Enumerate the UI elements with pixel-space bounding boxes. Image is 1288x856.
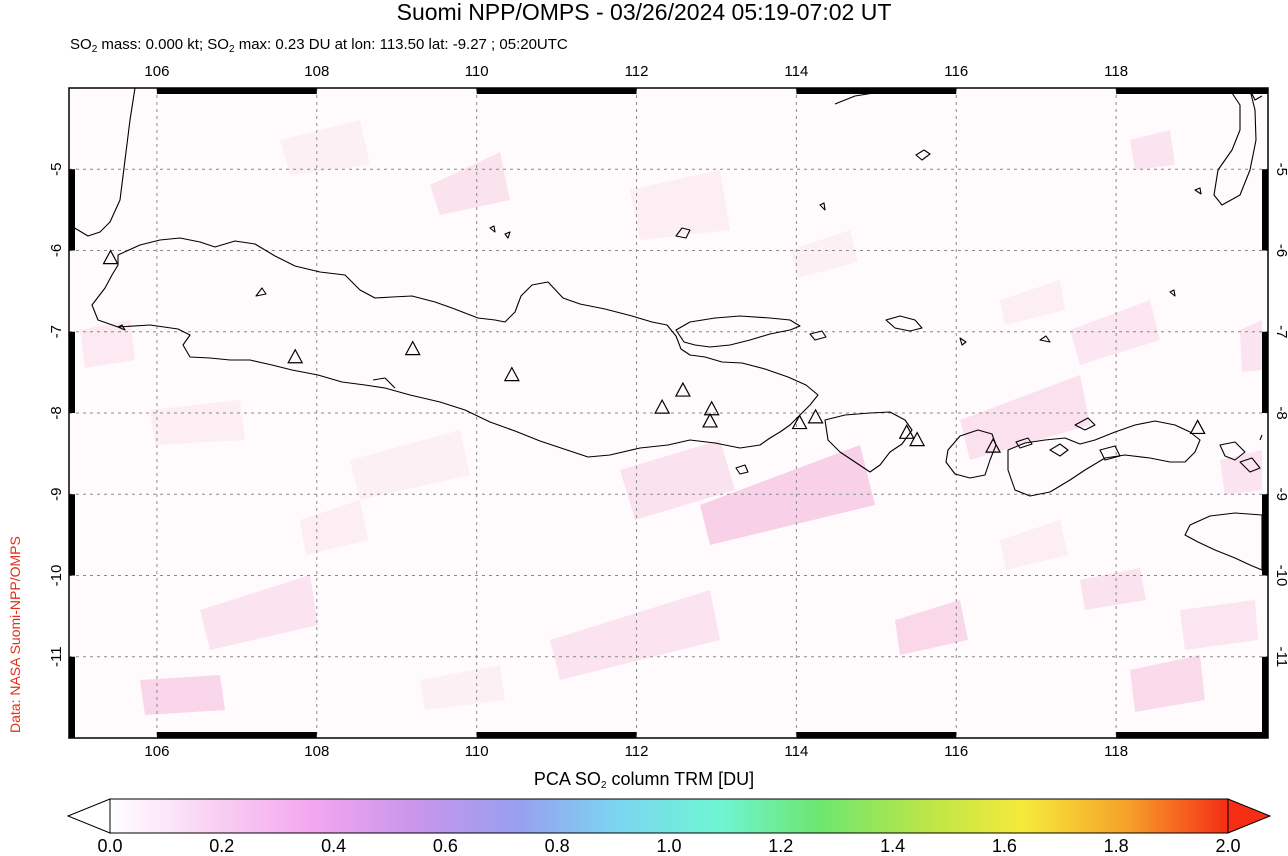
left-scale-segment [69, 169, 75, 251]
colorbar-tick-label: 2.0 [1215, 836, 1241, 856]
so2-summary: SO2 mass: 0.000 kt; SO2 max: 0.23 DU at … [70, 36, 568, 55]
colorbar-tick-label: 0.0 [97, 836, 123, 856]
lombok-island [945, 429, 997, 479]
volcano-triangle [807, 408, 824, 424]
volcano-markers [102, 249, 1206, 453]
right-scale-segment [1262, 331, 1268, 413]
top-scale-segment [796, 88, 957, 94]
lat-label-right: -7 [1273, 325, 1288, 338]
lon-label-bottom: 110 [465, 743, 489, 760]
bali-island [824, 411, 913, 473]
coastlines [69, 88, 1263, 571]
bottom-scale-segment [476, 732, 637, 738]
right-scale-segment [1262, 656, 1268, 738]
sulawesi-coast [1213, 89, 1257, 206]
right-scale-segment [1262, 169, 1268, 251]
lon-label-bottom: 118 [1104, 743, 1128, 760]
map-border-scale [69, 88, 1268, 738]
sumbawa-island [1007, 420, 1201, 497]
volcano-triangle [985, 437, 1002, 453]
colorbar-tick-label: 0.4 [321, 836, 347, 856]
lon-label-top: 114 [784, 63, 808, 80]
lat-label-left: -9 [48, 488, 65, 501]
madura-island [675, 315, 801, 348]
lon-label-top: 112 [625, 63, 649, 80]
volcano-triangle [674, 381, 691, 397]
lat-label-left: -6 [48, 244, 65, 257]
lon-label-bottom: 106 [144, 743, 169, 760]
lon-label-bottom: 108 [304, 743, 329, 760]
colorbar-tick-label: 0.6 [432, 836, 458, 856]
lat-label-left: -5 [48, 163, 65, 176]
colorbar [66, 798, 1272, 834]
lon-label-top: 118 [1104, 63, 1128, 80]
top-scale-segment [1116, 88, 1268, 94]
colorbar-label: PCA SO2 column TRM [DU] [0, 768, 1288, 791]
colorbar-tick-label: 1.2 [768, 836, 794, 856]
summary-sub-1: 2 [91, 44, 98, 55]
colorbar-max-arrow [1227, 798, 1272, 834]
so2-pixels [80, 120, 1262, 715]
lat-label-right: -8 [1273, 406, 1288, 419]
colorbar-gradient [109, 798, 1229, 834]
summary-part-2: mass: 0.000 kt; SO [97, 36, 229, 53]
bottom-scale-segment [1116, 732, 1268, 738]
java-island [91, 237, 819, 458]
volcano-triangle [654, 398, 671, 414]
volcano-triangle [703, 400, 720, 416]
top-scale-segment [476, 88, 637, 94]
lat-label-right: -10 [1273, 565, 1288, 587]
volcano-triangle [287, 348, 304, 364]
left-scale-segment [69, 331, 75, 413]
lat-label-left: -11 [48, 646, 65, 667]
sumba-island [1184, 512, 1263, 571]
axis-tick-labels: 106 106 108 108 110 110 112 112 114 114 116 116 118 1… [48, 63, 1288, 760]
lon-label-bottom: 112 [625, 743, 649, 760]
summary-sub-2: 2 [228, 44, 235, 55]
lat-label-left: -8 [48, 406, 65, 419]
colorbar-min-arrow [66, 798, 111, 834]
volcano-triangle [898, 424, 915, 439]
plot-title: Suomi NPP/OMPS - 03/26/2024 05:19-07:02 … [396, 0, 892, 25]
lat-label-right: -11 [1273, 646, 1288, 667]
graticule [69, 88, 1268, 738]
colorbar-label-pre: PCA SO [533, 769, 601, 789]
colorbar-tick-label: 0.2 [209, 836, 235, 856]
left-scale-segment [69, 656, 75, 738]
lat-label-left: -10 [48, 565, 65, 587]
colorbar-label-post: column TRM [DU] [606, 769, 755, 789]
lon-label-top: 110 [465, 63, 489, 80]
lon-label-top: 116 [944, 63, 968, 80]
colorbar-label-sub: 2 [600, 780, 607, 791]
lat-label-right: -9 [1273, 488, 1288, 501]
right-scale-segment [1262, 494, 1268, 576]
volcano-triangle [404, 340, 421, 356]
lon-label-bottom: 114 [784, 743, 808, 760]
volcano-triangle [909, 431, 926, 447]
volcano-triangle [1189, 419, 1206, 435]
colorbar-tick-label: 1.0 [656, 836, 682, 856]
lat-label-right: -5 [1273, 163, 1288, 176]
volcano-triangle [102, 249, 119, 265]
bottom-scale-segment [796, 732, 957, 738]
volcano-triangle [791, 414, 808, 430]
lat-label-left: -7 [48, 325, 65, 338]
volcano-triangle [702, 412, 719, 428]
left-scale-segment [69, 494, 75, 576]
colorbar-tick-label: 1.4 [880, 836, 906, 856]
bottom-scale-segment [156, 732, 317, 738]
colorbar-tick-label: 0.8 [544, 836, 570, 856]
colorbar-tick-label: 1.8 [1103, 836, 1129, 856]
volcano-triangle [503, 366, 520, 382]
top-scale-segment [156, 88, 317, 94]
sumatra-coast [69, 88, 136, 237]
lon-label-bottom: 116 [944, 743, 968, 760]
lon-label-top: 106 [144, 63, 169, 80]
lon-label-top: 108 [304, 63, 329, 80]
summary-part-1: SO [70, 36, 92, 53]
colorbar-tick-label: 1.6 [991, 836, 1017, 856]
lat-label-right: -6 [1273, 244, 1288, 257]
summary-part-3: max: 0.23 DU at lon: 113.50 lat: -9.27 ;… [234, 36, 568, 53]
